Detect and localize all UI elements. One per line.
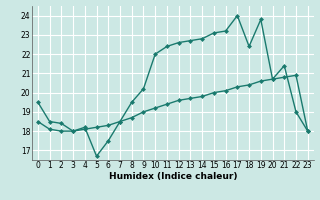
- X-axis label: Humidex (Indice chaleur): Humidex (Indice chaleur): [108, 172, 237, 181]
